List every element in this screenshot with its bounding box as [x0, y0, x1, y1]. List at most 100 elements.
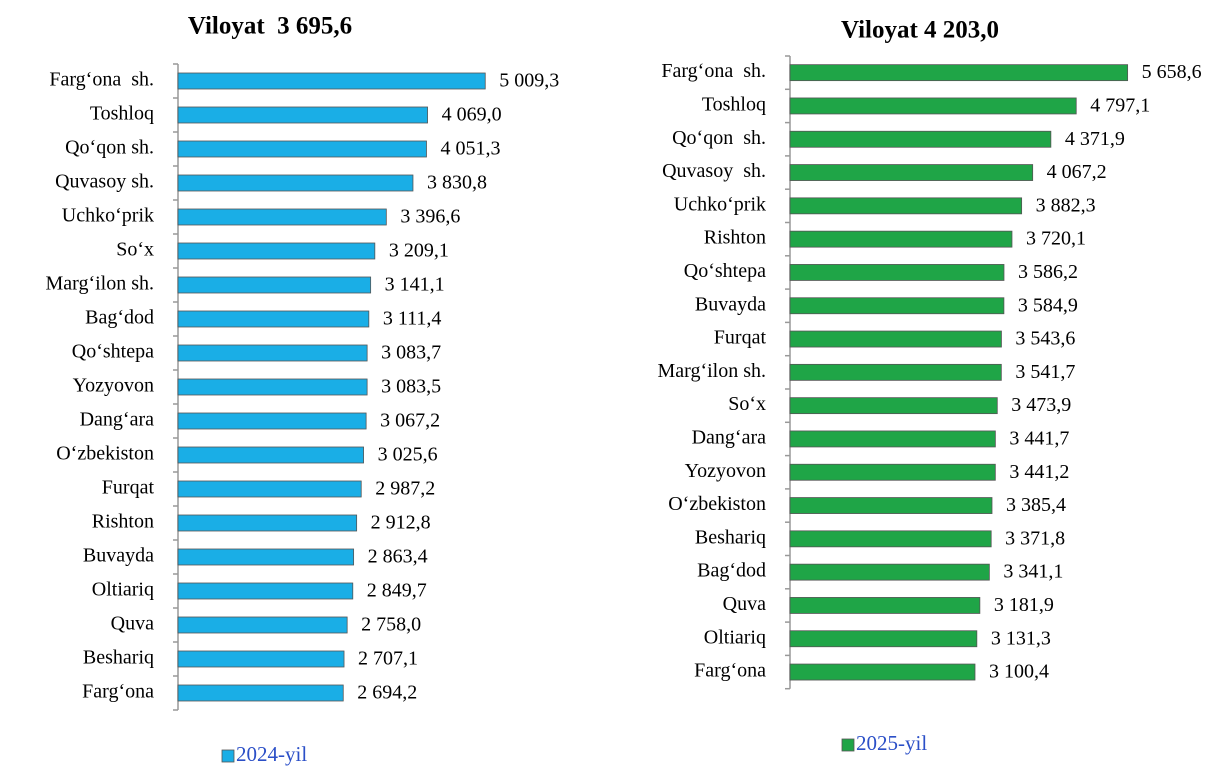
- data-label: 3 083,5: [381, 376, 441, 398]
- y-tick-label: Beshariq: [695, 526, 766, 548]
- y-tick-label: Rishton: [704, 227, 766, 249]
- bar: [177, 106, 428, 124]
- y-tick-label: Bag‘dod: [85, 307, 154, 329]
- data-label: 5 009,3: [499, 70, 559, 92]
- data-label: 3 586,2: [1018, 261, 1078, 283]
- legend-swatch: [221, 749, 235, 763]
- bar: [789, 197, 1023, 215]
- y-tick-label: Toshloq: [702, 94, 766, 116]
- bar: [177, 378, 368, 396]
- y-tick-label: Furqat: [102, 477, 155, 499]
- data-label: 3 830,8: [427, 172, 487, 194]
- bar: [789, 663, 976, 681]
- bar: [789, 330, 1002, 348]
- bar: [177, 208, 387, 226]
- bar: [177, 650, 345, 668]
- data-label: 3 341,1: [1003, 561, 1063, 583]
- bar: [789, 563, 990, 581]
- y-tick-label: Quva: [111, 613, 154, 635]
- data-label: 3 441,7: [1009, 428, 1069, 450]
- legend-label: 2025-yil: [856, 731, 927, 755]
- bar: [177, 140, 427, 158]
- bar: [789, 297, 1005, 315]
- chart-title: Viloyat 3 695,6: [188, 13, 352, 40]
- y-tick-label: Farg‘ona: [694, 660, 766, 682]
- bar: [789, 497, 993, 514]
- y-tick-label: Farg‘ona sh.: [661, 60, 766, 82]
- bar: [177, 412, 367, 430]
- bar: [789, 230, 1013, 248]
- data-label: 5 658,6: [1142, 61, 1202, 83]
- bar: [177, 514, 358, 532]
- bar: [789, 463, 996, 481]
- y-tick-label: Oltiariq: [92, 579, 154, 601]
- data-label: 4 069,0: [442, 104, 502, 126]
- data-label: 2 987,2: [375, 478, 435, 500]
- y-tick-label: Buvayda: [83, 545, 154, 567]
- y-tick-label: Farg‘ona sh.: [49, 69, 154, 91]
- y-tick-label: Quvasoy sh.: [55, 171, 154, 193]
- data-label: 3 543,6: [1015, 328, 1075, 350]
- legend-label: 2024-yil: [236, 742, 307, 766]
- bar: [177, 446, 364, 464]
- data-label: 3 882,3: [1036, 194, 1096, 216]
- data-label: 4 067,2: [1047, 161, 1107, 183]
- data-label: 3 083,7: [381, 342, 441, 364]
- data-label: 3 067,2: [380, 410, 440, 432]
- y-tick-label: Beshariq: [83, 647, 154, 669]
- bar: [177, 242, 376, 260]
- y-tick-label: Quva: [723, 593, 766, 615]
- data-label: 3 111,4: [383, 308, 442, 330]
- data-label: 3 541,7: [1015, 361, 1075, 383]
- y-tick-label: Toshloq: [90, 103, 154, 125]
- bar: [789, 597, 981, 614]
- data-label: 3 181,9: [994, 594, 1054, 616]
- bar: [789, 630, 978, 648]
- bar: [177, 174, 414, 192]
- data-label: 2 694,2: [357, 682, 417, 704]
- data-label: 3 025,6: [378, 444, 438, 466]
- bar: [177, 480, 362, 498]
- bar: [789, 363, 1002, 381]
- legend-swatch: [841, 738, 855, 752]
- data-label: 2 758,0: [361, 614, 421, 636]
- y-tick-label: Qo‘shtepa: [72, 341, 154, 363]
- y-tick-label: Rishton: [92, 511, 154, 533]
- data-label: 3 131,3: [991, 627, 1051, 649]
- y-tick-label: Furqat: [714, 327, 767, 349]
- y-tick-label: Dang‘ara: [80, 409, 155, 431]
- data-label: 3 396,6: [400, 206, 460, 228]
- y-tick-label: Qo‘qon sh.: [672, 127, 766, 149]
- data-label: 3 441,2: [1009, 461, 1069, 483]
- bar: [177, 616, 348, 634]
- data-label: 3 371,8: [1005, 527, 1065, 549]
- y-tick-label: Qo‘shtepa: [684, 260, 766, 282]
- bar: [789, 264, 1005, 281]
- y-tick-label: Marg‘ilon sh.: [45, 273, 154, 295]
- y-tick-label: Farg‘ona: [82, 681, 154, 703]
- y-tick-label: Yozyovon: [685, 460, 766, 482]
- y-tick-label: O‘zbekiston: [668, 493, 766, 515]
- bar: [177, 684, 344, 702]
- data-label: 4 051,3: [440, 138, 500, 160]
- bar: [177, 72, 486, 90]
- data-label: 2 849,7: [367, 580, 427, 602]
- bar: [177, 548, 355, 566]
- y-tick-label: So‘x: [116, 239, 154, 261]
- bar: [177, 344, 368, 362]
- y-tick-label: Qo‘qon sh.: [65, 137, 154, 159]
- y-tick-label: Buvayda: [695, 293, 766, 315]
- y-tick-label: Uchko‘prik: [62, 205, 154, 227]
- data-label: 3 385,4: [1006, 494, 1066, 516]
- y-tick-label: Yozyovon: [73, 375, 154, 397]
- y-tick-label: So‘x: [728, 393, 766, 415]
- y-tick-label: Marg‘ilon sh.: [657, 360, 766, 382]
- bar: [789, 164, 1034, 181]
- bar: [789, 130, 1052, 148]
- y-tick-label: Uchko‘prik: [674, 193, 766, 215]
- data-label: 3 209,1: [389, 240, 449, 262]
- bar: [789, 397, 998, 415]
- chart-title: Viloyat 4 203,0: [841, 17, 999, 44]
- bar: [177, 310, 370, 328]
- data-label: 2 707,1: [358, 648, 418, 670]
